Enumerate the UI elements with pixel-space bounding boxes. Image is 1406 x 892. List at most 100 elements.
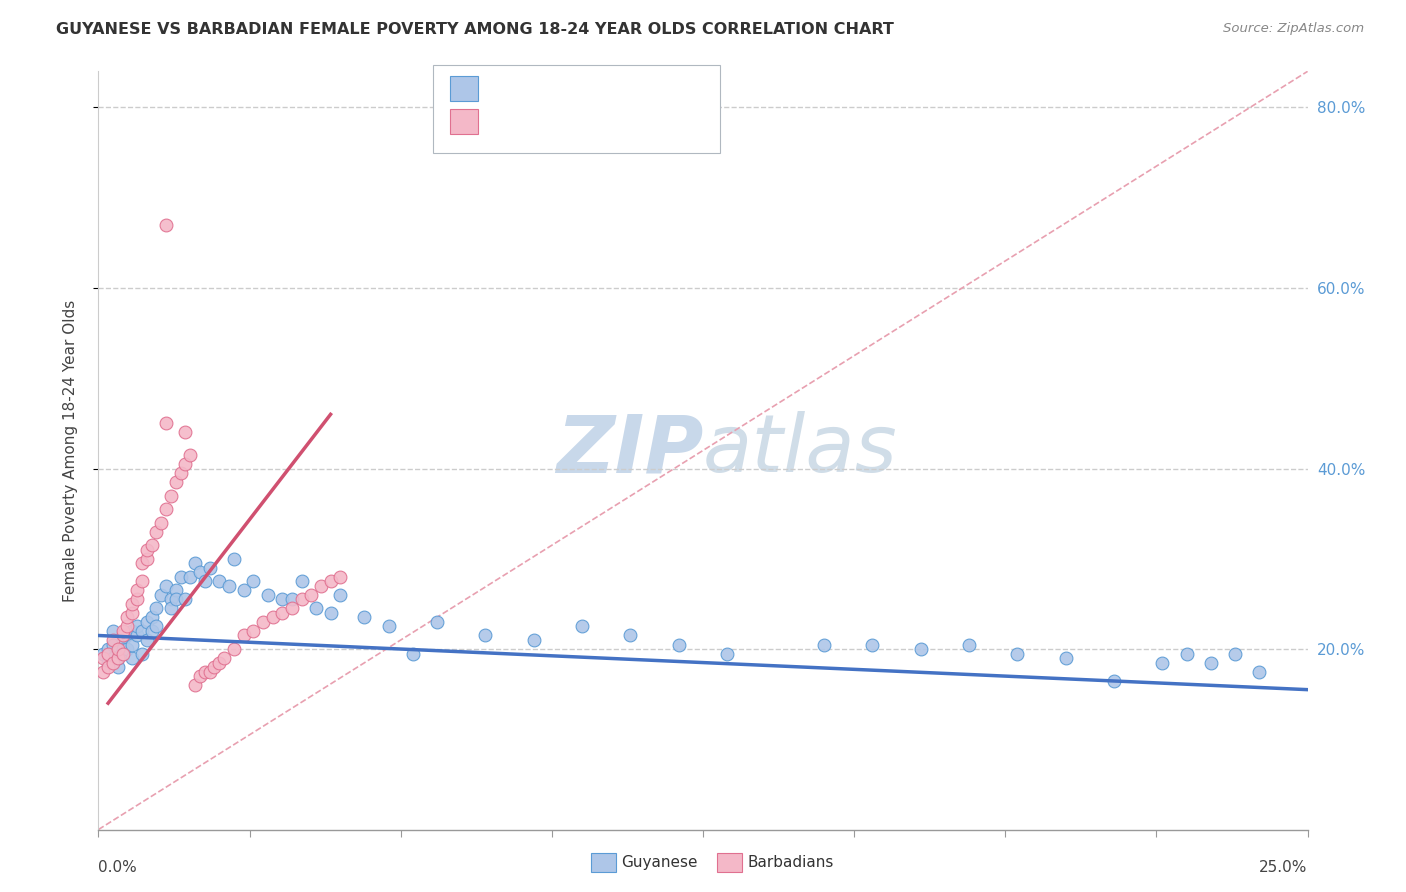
Point (299, 588, 322, 602)
Point (91, 665, 114, 679)
Point (813, 638, 835, 652)
Point (111, 624, 134, 638)
Point (131, 647, 153, 661)
Point (107, 651, 129, 665)
Point (426, 615, 449, 629)
Point (117, 628, 139, 642)
Point (117, 619, 139, 633)
Point (1199, 656, 1222, 670)
Point (309, 579, 332, 593)
Point (160, 592, 183, 607)
Point (155, 579, 177, 593)
Point (155, 218, 177, 232)
Point (91, 647, 114, 661)
Point (150, 516, 173, 530)
Point (160, 489, 183, 503)
Point (131, 556, 153, 570)
Point (204, 660, 226, 674)
Point (174, 592, 197, 607)
Point (127, 619, 149, 633)
Point (208, 574, 231, 589)
Point (111, 647, 134, 661)
Point (271, 592, 294, 607)
Point (256, 588, 278, 602)
Point (121, 638, 143, 652)
Point (135, 615, 157, 629)
Point (571, 619, 593, 633)
Point (198, 665, 221, 679)
Point (141, 610, 163, 624)
Point (121, 624, 143, 638)
Point (155, 502, 177, 516)
Point (174, 425, 197, 440)
Point (127, 592, 149, 607)
Point (290, 574, 312, 589)
Point (155, 417, 177, 431)
Point (160, 601, 183, 615)
Point (668, 638, 690, 652)
Point (1054, 651, 1077, 665)
Point (111, 647, 134, 661)
Text: 52: 52 (640, 118, 662, 136)
Point (619, 628, 641, 642)
Point (97, 656, 120, 670)
Point (232, 628, 254, 642)
Point (145, 601, 167, 615)
Point (141, 538, 163, 552)
Point (97, 642, 120, 657)
Point (131, 624, 153, 638)
Point (169, 570, 191, 584)
Point (716, 647, 738, 661)
Point (184, 556, 207, 570)
Text: R =: R = (492, 85, 529, 103)
Point (1223, 647, 1246, 661)
Point (165, 583, 187, 598)
Point (135, 633, 157, 648)
Point (101, 633, 124, 648)
Point (165, 475, 187, 489)
Point (402, 647, 425, 661)
Point (957, 638, 980, 652)
Point (127, 628, 149, 642)
Point (135, 542, 157, 557)
Text: -0.169: -0.169 (527, 85, 586, 103)
Point (281, 592, 304, 607)
Text: 0.462: 0.462 (527, 118, 579, 136)
Point (474, 628, 496, 642)
Text: Barbadians: Barbadians (748, 855, 834, 870)
Point (194, 574, 217, 589)
Text: Source: ZipAtlas.com: Source: ZipAtlas.com (1223, 22, 1364, 36)
Text: ZIP: ZIP (555, 411, 703, 490)
Point (262, 610, 284, 624)
Point (218, 579, 240, 593)
Point (150, 588, 173, 602)
Point (319, 574, 342, 589)
Point (121, 651, 143, 665)
Point (329, 570, 352, 584)
Text: 73: 73 (640, 85, 664, 103)
Point (212, 651, 235, 665)
Point (165, 592, 187, 607)
Point (184, 678, 207, 692)
Point (111, 628, 134, 642)
Point (117, 642, 139, 657)
Point (145, 524, 167, 539)
Point (242, 574, 264, 589)
Point (281, 601, 304, 615)
Point (290, 592, 312, 607)
Point (91, 651, 114, 665)
Point (131, 574, 153, 589)
Point (188, 669, 211, 683)
Point (188, 566, 211, 580)
Point (107, 642, 129, 657)
Point (174, 457, 197, 471)
Text: atlas: atlas (703, 411, 898, 490)
Point (97, 647, 120, 661)
Point (377, 619, 399, 633)
Point (305, 601, 328, 615)
Point (1007, 647, 1029, 661)
Text: N =: N = (593, 118, 641, 136)
Point (252, 615, 274, 629)
Text: 0.0%: 0.0% (98, 860, 138, 875)
Text: 25.0%: 25.0% (1260, 860, 1308, 875)
